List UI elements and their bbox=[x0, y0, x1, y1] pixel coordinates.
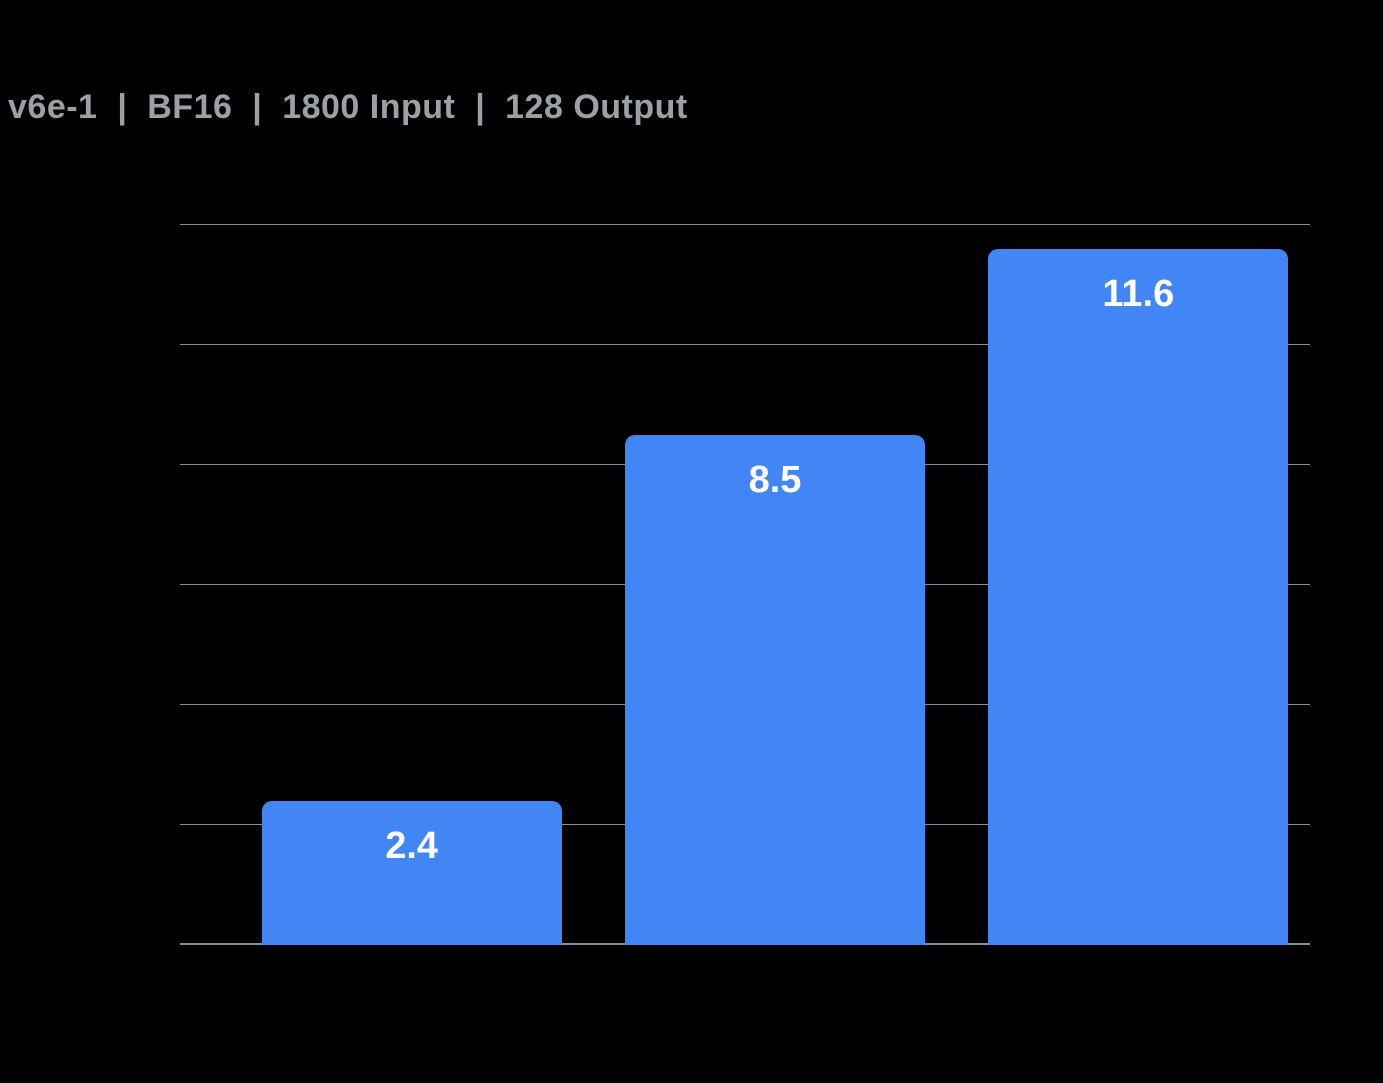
chart-title: v6e-1 | BF16 | 1800 Input | 128 Output bbox=[8, 88, 688, 126]
bar: 8.5 bbox=[625, 435, 925, 945]
gridline bbox=[180, 344, 1310, 345]
gridline bbox=[180, 224, 1310, 225]
bar-value-label: 8.5 bbox=[748, 459, 802, 501]
bar: 11.6 bbox=[988, 249, 1289, 945]
bar-value-label: 2.4 bbox=[385, 825, 439, 867]
bar: 2.4 bbox=[261, 801, 562, 945]
bars-area: 2.4 8.5 11.6 bbox=[230, 225, 1320, 945]
bar-value-label: 11.6 bbox=[1102, 273, 1175, 315]
